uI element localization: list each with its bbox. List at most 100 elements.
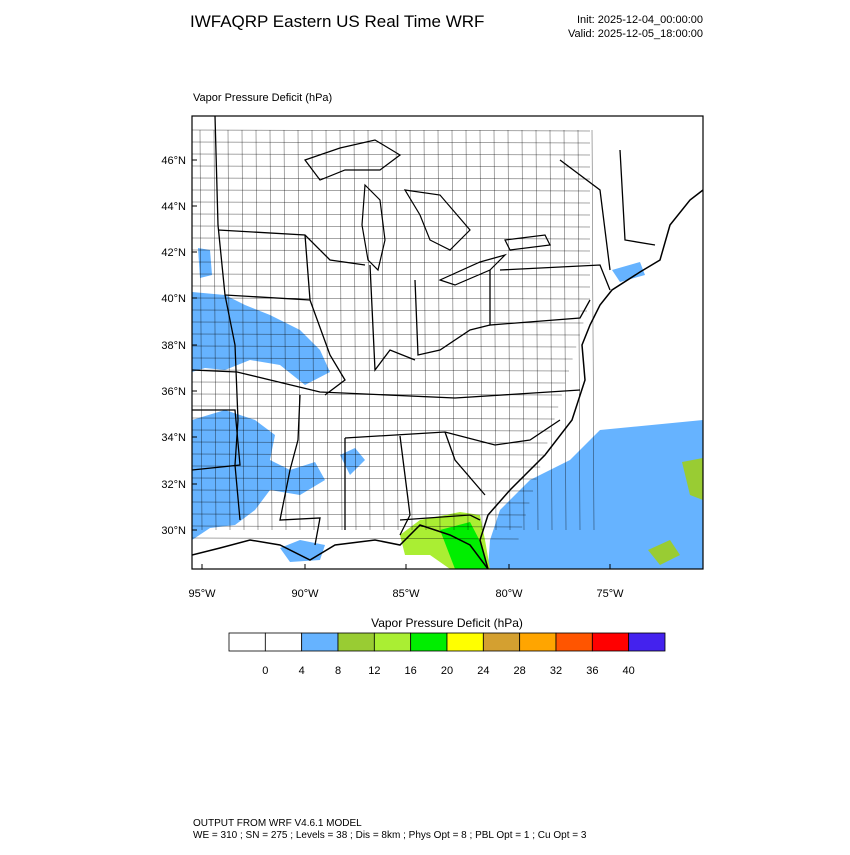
colorbar-box [628,632,666,652]
colorbar-box [410,632,448,652]
county-line [395,129,399,531]
vpd-area [192,410,325,540]
county-line [437,129,441,531]
county-line [192,417,555,420]
county-line [192,381,566,384]
lon-label: 85°W [392,588,420,600]
lat-label: 32°N [161,479,186,491]
colorbar-title: Vapor Pressure Deficit (hPa) [371,616,523,630]
colorbar-label: 24 [477,665,489,677]
county-line [213,129,217,531]
lon-label: 80°W [495,588,523,600]
county-line [192,273,591,276]
lat-label: 42°N [161,247,186,259]
lon-label: 95°W [188,588,216,600]
colorbar-box [446,632,484,652]
colorbar-label: 16 [405,665,417,677]
colorbar-box [228,632,266,652]
county-line [479,129,483,531]
colorbar-label: 8 [335,665,341,677]
county-line [192,393,562,396]
county-line [192,261,591,264]
county-line [192,441,548,444]
footer-line: OUTPUT FROM WRF V4.6.1 MODEL [193,818,362,829]
county-line [192,333,580,336]
county-line [283,129,287,531]
county-line [507,129,511,531]
county-line [311,129,315,531]
graticule-labels: 46°N 44°N 42°N 40°N 38°N 36°N 34°N 32°N 30°N 95°W… [161,155,624,600]
county-line [192,345,577,348]
lat-label: 38°N [161,340,186,352]
county-lines [192,129,595,540]
map [192,116,703,569]
colorbar-label: 28 [514,665,526,677]
county-line [192,213,591,216]
county-line [192,477,537,480]
county-line [192,141,591,144]
county-line [192,153,591,156]
county-line [192,501,530,504]
colorbar-box [519,632,557,652]
map-subtitle: Vapor Pressure Deficit (hPa) [193,92,332,104]
county-line [192,525,523,528]
county-line [325,129,329,531]
colorbar-box [264,632,303,652]
county-line [367,129,371,531]
colorbar-box [591,632,630,652]
colorbar-box [482,632,521,652]
colorbar-label: 32 [550,665,562,677]
county-line [192,429,552,432]
colorbar-label: 4 [299,665,305,677]
county-line [192,369,570,372]
vpd-area [340,448,365,475]
colorbar-box [301,632,339,652]
coastline [479,189,703,569]
colorbar-label: 0 [262,665,268,677]
colorbar-box [555,632,593,652]
county-line [192,249,591,252]
lat-label: 36°N [161,386,186,398]
vpd-area [612,262,645,282]
county-line [423,129,427,531]
lake-michigan [361,183,386,272]
county-line [192,129,591,132]
valid-time: Valid: 2025-12-05_18:00:00 [568,28,703,40]
county-line [192,237,591,240]
county-line [353,129,357,531]
county-line [192,201,591,204]
county-line [192,453,544,456]
colorbar-label: 20 [441,665,453,677]
colorbar-label: 40 [623,665,635,677]
colorbar: 0 4 8 12 16 20 24 28 32 36 40 [228,632,666,677]
county-line [465,129,469,531]
colorbar-box [337,632,375,652]
lat-label: 34°N [161,432,186,444]
county-line [192,321,584,324]
lake-erie [438,253,508,286]
county-line [192,225,591,228]
coastline [192,524,489,569]
colorbar-label: 36 [586,665,598,677]
colorbar-box [373,632,412,652]
county-line [577,129,581,531]
vpd-area [648,540,680,565]
county-line [255,129,259,531]
county-line [339,129,343,531]
county-line [535,129,539,531]
county-line [192,465,541,468]
county-line [409,129,413,531]
colorbar-label: 12 [368,665,380,677]
lat-label: 46°N [161,155,186,167]
county-line [192,357,573,360]
county-line [192,189,591,192]
lake-huron [403,189,471,251]
map-frame [191,115,704,570]
county-line [192,405,559,408]
lat-label: 44°N [161,201,186,213]
county-line [521,129,525,531]
county-line [269,129,273,531]
county-line [591,129,595,531]
county-line [192,489,534,492]
